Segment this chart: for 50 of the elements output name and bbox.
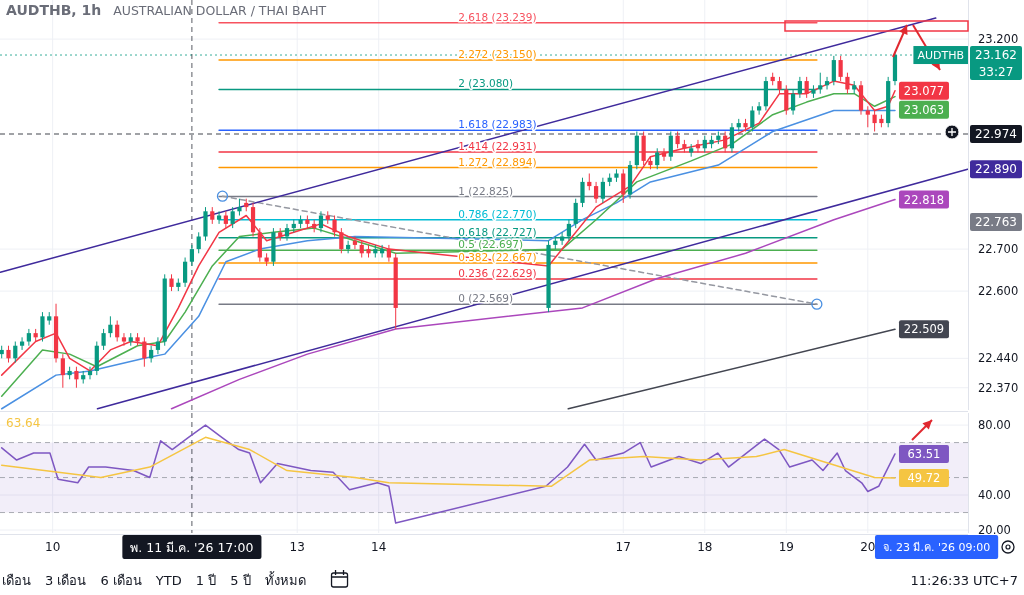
annotation: AUDTHB	[917, 48, 964, 62]
annotation: 63.64	[6, 416, 41, 430]
text: YTD	[154, 572, 182, 588]
data-label: 22.509	[903, 322, 945, 337]
text: เดือน	[2, 572, 31, 588]
text: 3 เดือน	[45, 572, 87, 588]
x-tick-label: 18	[697, 540, 713, 554]
y-tick-label: 40.00	[978, 488, 1011, 503]
ref-line-label: พ. 11 มี.ค. '26 17:00	[130, 539, 254, 555]
y-tick-label: 20.00	[978, 523, 1011, 538]
x-tick-label: 14	[371, 540, 387, 554]
y-tick-label: 22.700	[978, 242, 1019, 257]
data-label: 22.818	[903, 192, 945, 207]
chart-subtitle: AUSTRALIAN DOLLAR / THAI BAHT	[113, 2, 327, 18]
ref-line-label: 23.162	[975, 48, 1017, 63]
data-label: 49.72	[907, 471, 941, 486]
series-label: 0.618 (22.727)	[458, 225, 537, 238]
data-label: 23.077	[903, 83, 945, 98]
series-label: 1.618 (22.983)	[458, 118, 537, 131]
data-label: 63.51	[907, 446, 941, 461]
x-tick-label: 20	[860, 540, 876, 554]
x-tick-label: 19	[778, 540, 794, 554]
ref-line-label: 22.974	[975, 127, 1017, 142]
text: 11:26:33 UTC+7	[910, 572, 1018, 588]
x-tick-label: 17	[615, 540, 631, 554]
text: 22.763	[975, 215, 1017, 229]
data-label: 22.890	[975, 162, 1017, 177]
series-label: 1.272 (22.894)	[458, 155, 537, 168]
y-tick-label: 22.440	[978, 351, 1019, 366]
text: จ. 23 มี.ค. '26 09:00	[882, 540, 991, 554]
x-tick-label: 13	[289, 540, 305, 554]
text: 1 ปี	[195, 572, 217, 588]
text: ทั้งหมด	[264, 570, 306, 588]
y-tick-label: 80.00	[978, 418, 1011, 433]
text: 5 ปี	[230, 572, 251, 588]
data-label: 23.063	[903, 102, 945, 117]
series-label: 2.272 (23.150)	[458, 48, 537, 61]
series-label: 2.618 (23.239)	[458, 10, 537, 23]
series-label: 0.236 (22.629)	[458, 266, 537, 279]
y-tick-label: 23.200	[978, 32, 1019, 47]
series-label: 2 (23.080)	[458, 77, 514, 90]
chart-title: AUDTHB, 1h	[6, 2, 102, 18]
series-label: 0.786 (22.770)	[458, 207, 537, 220]
y-tick-label: 22.370	[978, 380, 1019, 395]
y-tick-label: 22.600	[978, 284, 1019, 299]
text: 33:27	[978, 65, 1014, 80]
x-tick-label: 10	[45, 540, 61, 554]
text: 6 เดือน	[100, 572, 142, 588]
series-label: 1 (22.825)	[458, 184, 514, 197]
series-label: 0.5 (22.697)	[458, 238, 524, 251]
